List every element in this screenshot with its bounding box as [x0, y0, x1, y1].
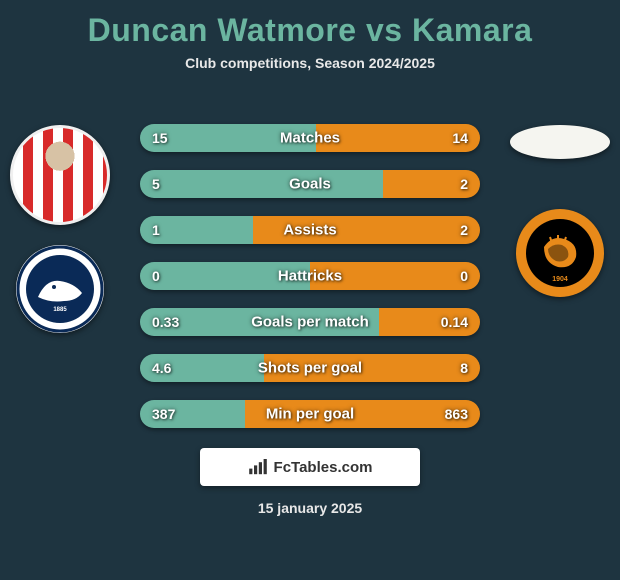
- stat-bar-right: [316, 124, 480, 152]
- brand-text: FcTables.com: [274, 459, 373, 476]
- svg-text:1885: 1885: [53, 307, 67, 313]
- stat-row: 52Goals: [140, 170, 480, 198]
- stat-bar-left: [140, 354, 264, 382]
- right-column: 1904: [510, 125, 610, 297]
- club-badge-left: 1885: [16, 245, 104, 333]
- stat-bar-left: [140, 216, 253, 244]
- stat-row: 00Hattricks: [140, 262, 480, 290]
- stat-bar-left: [140, 262, 310, 290]
- stat-bar-right: [310, 262, 480, 290]
- player-avatar-left: [10, 125, 110, 225]
- stat-row: 12Assists: [140, 216, 480, 244]
- stat-bar-right: [253, 216, 480, 244]
- millwall-icon: 1885: [16, 245, 104, 333]
- stats-bars: 1514Matches 52Goals 12Assists 00Hattricks 0.…: [140, 124, 480, 428]
- stat-row: 4.68Shots per goal: [140, 354, 480, 382]
- footer-date: 15 january 2025: [0, 500, 620, 516]
- chart-icon: [248, 459, 268, 475]
- stat-bar-left: [140, 400, 245, 428]
- stat-row: 0.330.14Goals per match: [140, 308, 480, 336]
- brand-badge: FcTables.com: [200, 448, 420, 486]
- stat-bar-left: [140, 170, 383, 198]
- player-avatar-right-placeholder: [510, 125, 610, 159]
- hull-icon: 1904: [516, 209, 604, 297]
- stat-row: 1514Matches: [140, 124, 480, 152]
- stat-bar-left: [140, 308, 379, 336]
- stat-bar-right: [383, 170, 480, 198]
- stat-row: 387863Min per goal: [140, 400, 480, 428]
- club-badge-right: 1904: [516, 209, 604, 297]
- stat-bar-left: [140, 124, 316, 152]
- page-title: Duncan Watmore vs Kamara: [0, 0, 620, 49]
- stat-bar-right: [245, 400, 480, 428]
- stat-bar-right: [264, 354, 480, 382]
- left-column: 1885: [10, 125, 110, 333]
- svg-text:1904: 1904: [552, 276, 568, 283]
- page-subtitle: Club competitions, Season 2024/2025: [0, 55, 620, 71]
- stat-bar-right: [379, 308, 480, 336]
